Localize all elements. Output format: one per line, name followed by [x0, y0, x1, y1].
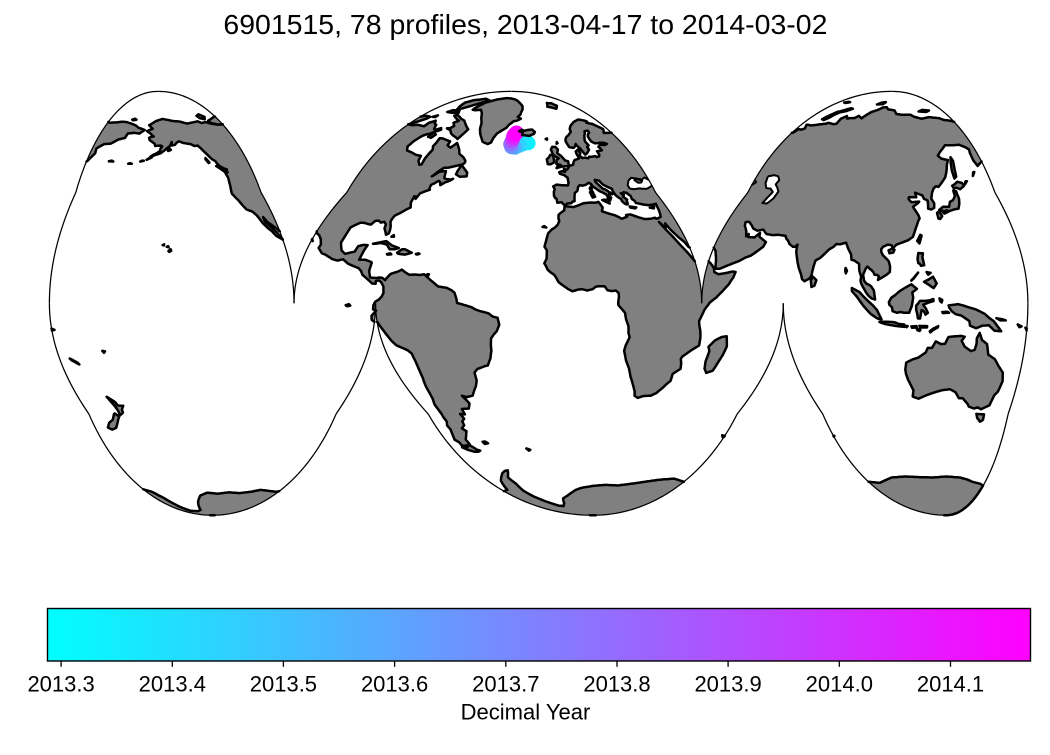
- svg-text:2014.1: 2014.1: [917, 672, 984, 697]
- svg-text:6901515, 78 profiles, 2013-04-: 6901515, 78 profiles, 2013-04-17 to 2014…: [223, 9, 827, 40]
- svg-text:2013.9: 2013.9: [694, 672, 761, 697]
- svg-text:2013.7: 2013.7: [472, 672, 539, 697]
- svg-text:2013.6: 2013.6: [361, 672, 428, 697]
- svg-text:2013.4: 2013.4: [139, 672, 206, 697]
- svg-text:2013.5: 2013.5: [250, 672, 317, 697]
- svg-text:2013.8: 2013.8: [583, 672, 650, 697]
- svg-text:2014.0: 2014.0: [806, 672, 873, 697]
- svg-text:2013.3: 2013.3: [27, 672, 94, 697]
- svg-text:Decimal Year: Decimal Year: [461, 699, 591, 724]
